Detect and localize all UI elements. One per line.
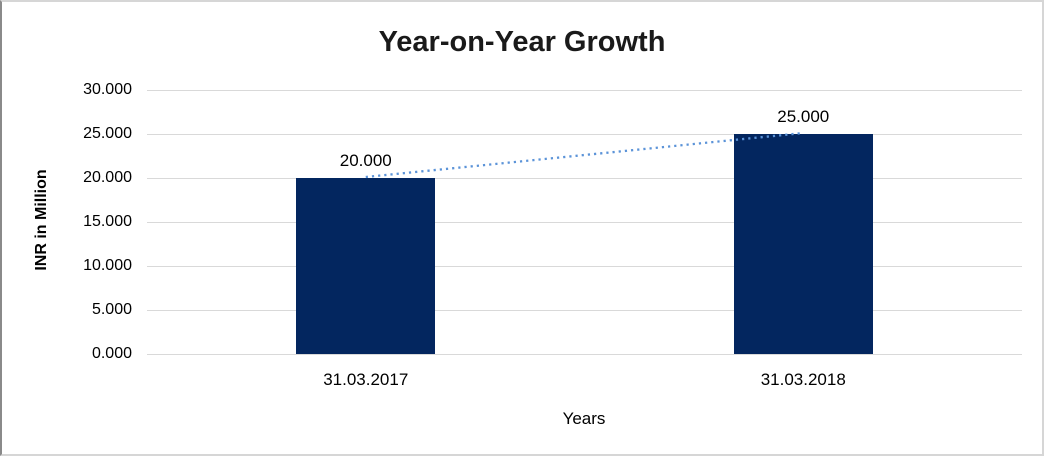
gridline [147, 265, 1022, 267]
y-tick-label: 20.000 [83, 169, 132, 186]
chart-title: Year-on-Year Growth [378, 26, 666, 58]
gridline [147, 353, 1022, 355]
y-tick-label: 25.000 [83, 125, 132, 142]
gridline [147, 221, 1022, 223]
bar-31.03.2018 [733, 134, 873, 354]
x-axis-title: Years [562, 409, 606, 428]
bar-value-label: 25.000 [777, 107, 830, 126]
bar-value-label: 20.000 [339, 151, 392, 170]
gridline [147, 177, 1022, 179]
x-tick-label: 31.03.2018 [760, 370, 846, 389]
x-tick-label: 31.03.2017 [323, 370, 409, 389]
bar-31.03.2017 [296, 178, 436, 354]
y-tick-label: 5.000 [91, 301, 132, 318]
gridline [147, 89, 1022, 91]
y-tick-label: 10.000 [83, 257, 132, 274]
gridline [147, 309, 1022, 311]
gridline [147, 133, 1022, 135]
y-tick-label: 30.000 [83, 81, 132, 98]
y-tick-label: 15.000 [83, 213, 132, 230]
y-tick-label: 0.000 [91, 345, 132, 362]
